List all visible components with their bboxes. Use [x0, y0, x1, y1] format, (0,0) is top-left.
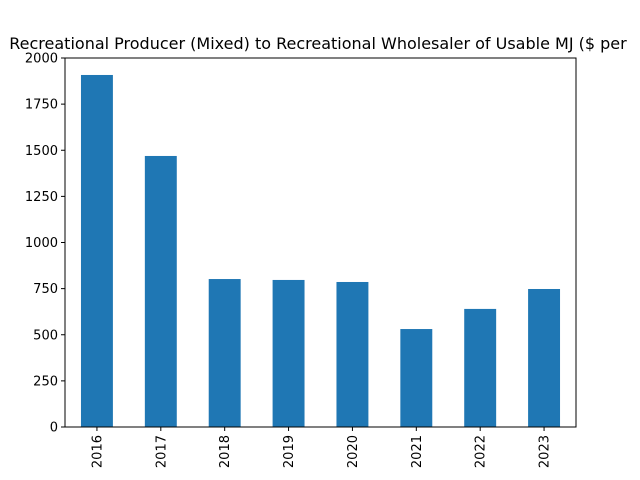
plot-frame: [64, 57, 577, 428]
bar: [208, 279, 241, 427]
x-tick-label: 2020: [346, 435, 361, 468]
bar: [528, 288, 561, 427]
bar: [336, 281, 369, 427]
y-tick-label: 750: [33, 282, 58, 297]
x-tick-label: 2016: [90, 435, 105, 468]
chart-title: Recreational Producer (Mixed) to Recreat…: [9, 34, 627, 53]
bar: [144, 155, 177, 428]
bar: [272, 279, 305, 427]
y-tick-label: 1500: [25, 144, 58, 159]
x-tick-label: 2023: [538, 435, 553, 468]
y-tick-label: 500: [33, 328, 58, 343]
x-tick-label: 2019: [282, 435, 297, 468]
y-tick-label: 0: [50, 421, 58, 436]
x-tick-label: 2018: [218, 435, 233, 468]
bar: [464, 308, 497, 427]
y-tick-label: 1250: [25, 190, 58, 205]
y-tick-label: 2000: [25, 52, 58, 67]
x-tick-label: 2021: [410, 435, 425, 468]
bar: [80, 74, 113, 427]
bar: [400, 329, 433, 427]
y-tick-label: 1750: [25, 98, 58, 113]
y-tick-label: 250: [33, 374, 58, 389]
y-tick-label: 1000: [25, 236, 58, 251]
x-tick-label: 2022: [474, 435, 489, 468]
x-tick-label: 2017: [154, 435, 169, 468]
